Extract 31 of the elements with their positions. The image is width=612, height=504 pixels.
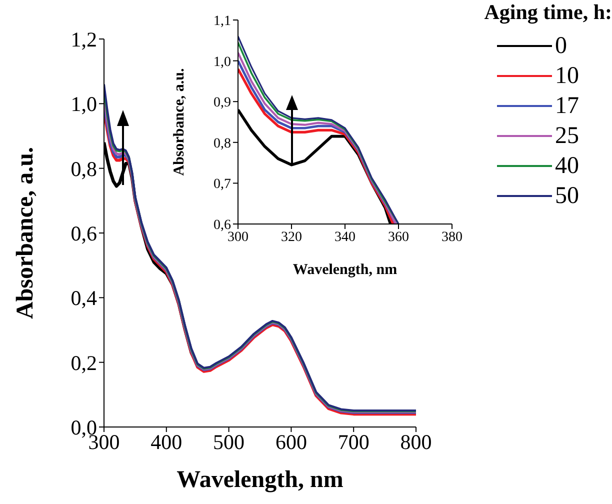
x-tick-label: 700 [338, 430, 370, 454]
x-tick-label: 340 [334, 230, 356, 245]
legend-label: 10 [555, 62, 579, 90]
y-tick-label: 1,1 [214, 14, 231, 29]
y-tick-label: 0,8 [70, 156, 97, 181]
y-tick-label: 0,7 [214, 177, 231, 192]
x-axis-title: Wavelength, nm [292, 262, 398, 278]
x-tick-label: 320 [281, 230, 302, 245]
legend-title: Aging time, h: [483, 0, 612, 25]
x-tick-label: 600 [275, 430, 307, 454]
x-tick-label: 500 [213, 430, 245, 454]
y-tick-label: 0,2 [70, 350, 97, 375]
legend-label: 50 [555, 182, 579, 210]
legend-label: 0 [555, 32, 567, 60]
y-tick-label: 0,9 [214, 96, 231, 111]
x-tick-label: 380 [442, 230, 462, 245]
y-tick-label: 1,0 [70, 92, 97, 116]
y-axis-title: Absorbance, a.u. [12, 146, 39, 320]
y-tick-label: 1,2 [70, 27, 97, 52]
y-tick-label: 1,0 [214, 54, 231, 70]
legend-label: 40 [555, 152, 579, 180]
x-axis-title: Wavelength, nm [176, 467, 344, 493]
y-tick-label: 0,8 [214, 136, 231, 152]
legend-label: 25 [555, 122, 579, 150]
y-tick-label: 0,6 [70, 221, 97, 246]
x-tick-label: 800 [400, 430, 432, 454]
x-tick-label: 360 [388, 230, 409, 245]
x-tick-label: 400 [150, 430, 182, 454]
legend-label: 17 [555, 92, 579, 120]
y-tick-label: 0,4 [70, 286, 98, 310]
y-axis-title: Absorbance, a.u. [171, 68, 188, 176]
